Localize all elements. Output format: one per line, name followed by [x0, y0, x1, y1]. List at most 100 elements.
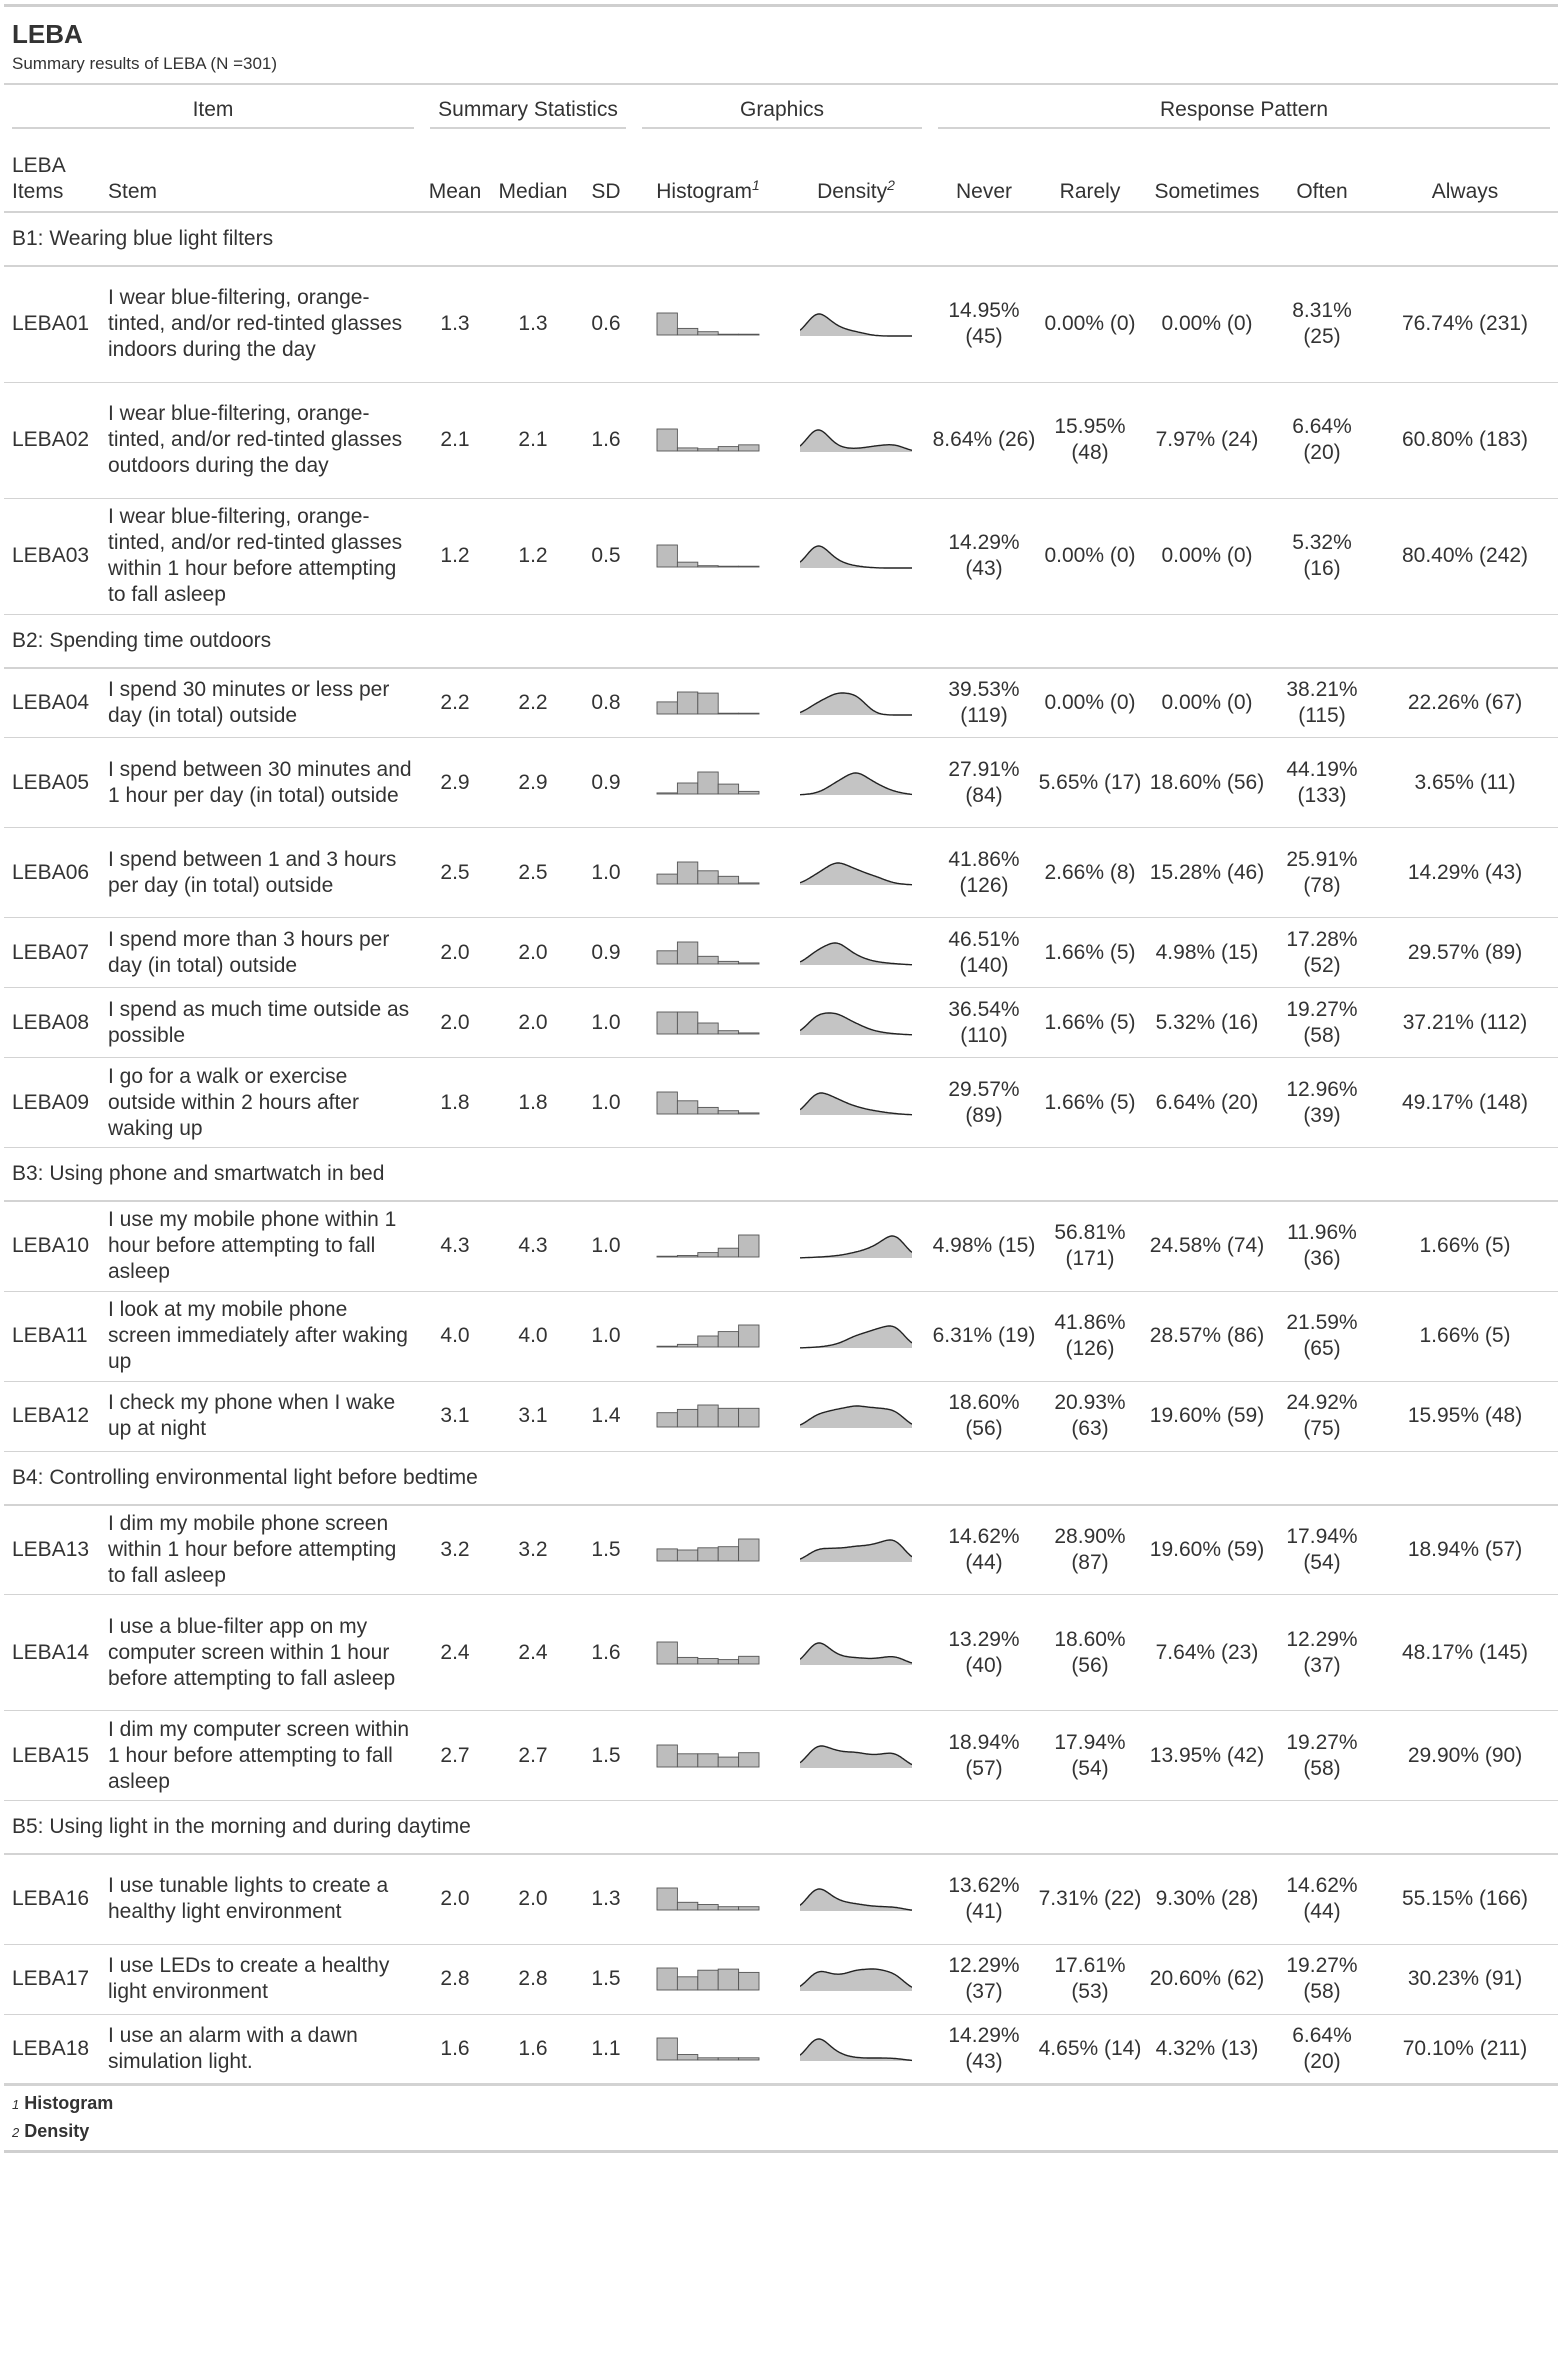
histogram-chart — [656, 1404, 760, 1428]
sd-value: 0.9 — [578, 737, 634, 828]
histogram-bar — [656, 949, 678, 964]
density-area — [800, 1406, 912, 1428]
item-id: LEBA11 — [4, 1291, 104, 1382]
median-value: 2.8 — [488, 1944, 578, 2015]
col-rarely: Rarely — [1038, 131, 1142, 213]
spanner-graphics: Graphics — [634, 85, 930, 131]
histogram-bar — [738, 790, 760, 794]
histogram-cell — [634, 1944, 782, 2015]
median-value: 4.3 — [488, 1201, 578, 1292]
histogram-bar — [697, 1022, 719, 1034]
rarely-value: 41.86% (126) — [1038, 1291, 1142, 1382]
histogram-cell — [634, 1291, 782, 1382]
density-area — [800, 1745, 912, 1768]
histogram-bar — [697, 565, 719, 568]
histogram-bar — [697, 1752, 719, 1767]
mean-value: 2.0 — [422, 987, 488, 1058]
sometimes-value: 9.30% (28) — [1142, 1854, 1272, 1945]
histogram-bar — [656, 544, 678, 568]
histogram-bar — [717, 1658, 740, 1664]
histogram-bar — [676, 691, 699, 715]
histogram-bar — [717, 2056, 740, 2060]
histogram-bar — [717, 1756, 740, 1767]
often-value: 25.91% (78) — [1272, 827, 1372, 918]
density-chart — [800, 1641, 912, 1665]
often-value: 24.92% (75) — [1272, 1381, 1372, 1452]
table-row: LEBA12 I check my phone when I wake up at… — [4, 1381, 1559, 1452]
often-value: 21.59% (65) — [1272, 1291, 1372, 1382]
histogram-bar — [676, 1656, 699, 1664]
spanner-response: Response Pattern — [930, 85, 1558, 131]
density-cell — [782, 382, 930, 499]
density-line — [800, 1235, 912, 1259]
footnote-histogram: 1 Histogram — [12, 2092, 114, 2113]
never-value: 18.94% (57) — [930, 1710, 1038, 1801]
always-value: 1.66% (5) — [1372, 1201, 1559, 1292]
group-label: B1: Wearing blue light filters — [4, 212, 1559, 267]
often-value: 19.27% (58) — [1272, 1944, 1372, 2015]
never-value: 41.86% (126) — [930, 827, 1038, 918]
leba-summary-table-container: LEBA Summary results of LEBA (N =301) It… — [4, 4, 1559, 2153]
sometimes-value: 7.97% (24) — [1142, 382, 1272, 499]
histogram-cell — [634, 917, 782, 988]
rarely-value: 17.94% (54) — [1038, 1710, 1142, 1801]
sd-value: 1.5 — [578, 1504, 634, 1595]
histogram-bar — [738, 961, 760, 964]
histogram-bar — [717, 1109, 740, 1114]
density-line — [800, 1888, 912, 1912]
item-id: LEBA12 — [4, 1381, 104, 1452]
sd-value: 1.0 — [578, 827, 634, 918]
often-value: 6.64% (20) — [1272, 2014, 1372, 2086]
mean-value: 2.7 — [422, 1710, 488, 1801]
density-area — [800, 1539, 912, 1562]
histogram-chart — [656, 1887, 760, 1911]
rarely-value: 2.66% (8) — [1038, 827, 1142, 918]
always-value: 14.29% (43) — [1372, 827, 1559, 918]
median-value: 2.1 — [488, 382, 578, 499]
histogram-bar — [697, 1904, 719, 1911]
rarely-value: 5.65% (17) — [1038, 737, 1142, 828]
density-cell — [782, 737, 930, 828]
always-value: 48.17% (145) — [1372, 1594, 1559, 1711]
histogram-bar — [738, 565, 760, 568]
footnotes: 1 Histogram 2 Density — [4, 2086, 1558, 2146]
often-value: 19.27% (58) — [1272, 987, 1372, 1058]
histogram-cell — [634, 987, 782, 1058]
mean-value: 2.2 — [422, 667, 488, 738]
density-cell — [782, 1504, 930, 1595]
table-row: LEBA10 I use my mobile phone within 1 hou… — [4, 1201, 1559, 1292]
histogram-bar — [738, 1324, 760, 1348]
histogram-bar — [717, 446, 740, 452]
col-never: Never — [930, 131, 1038, 213]
item-stem: I use a blue-filter app on my computer s… — [104, 1594, 422, 1711]
mean-value: 2.8 — [422, 1944, 488, 2015]
sometimes-value: 6.64% (20) — [1142, 1057, 1272, 1148]
density-chart — [800, 429, 912, 452]
item-stem: I spend as much time outside as possible — [104, 987, 422, 1058]
histogram-cell — [634, 498, 782, 615]
histogram-bar — [738, 2056, 760, 2060]
histogram-chart — [656, 428, 760, 452]
mean-value: 2.0 — [422, 917, 488, 988]
always-value: 80.40% (242) — [1372, 498, 1559, 615]
table-row: LEBA16 I use tunable lights to create a h… — [4, 1854, 1559, 1945]
histogram-bar — [676, 1902, 699, 1911]
group-row: B4: Controlling environmental light befo… — [4, 1451, 1559, 1506]
table-row: LEBA11 I look at my mobile phone screen i… — [4, 1291, 1559, 1382]
item-id: LEBA03 — [4, 498, 104, 615]
histogram-bar — [656, 428, 678, 452]
often-value: 14.62% (44) — [1272, 1854, 1372, 1945]
density-area — [800, 1969, 912, 1991]
never-value: 36.54% (110) — [930, 987, 1038, 1058]
density-line — [800, 1091, 912, 1115]
item-id: LEBA08 — [4, 987, 104, 1058]
col-sd: SD — [578, 131, 634, 213]
item-stem: I look at my mobile phone screen immedia… — [104, 1291, 422, 1382]
item-stem: I use an alarm with a dawn simulation li… — [104, 2014, 422, 2086]
histogram-chart — [656, 1538, 760, 1562]
often-value: 5.32% (16) — [1272, 498, 1372, 615]
rarely-value: 0.00% (0) — [1038, 667, 1142, 738]
often-value: 12.29% (37) — [1272, 1594, 1372, 1711]
histogram-bar — [656, 701, 678, 715]
histogram-bar — [697, 955, 719, 964]
